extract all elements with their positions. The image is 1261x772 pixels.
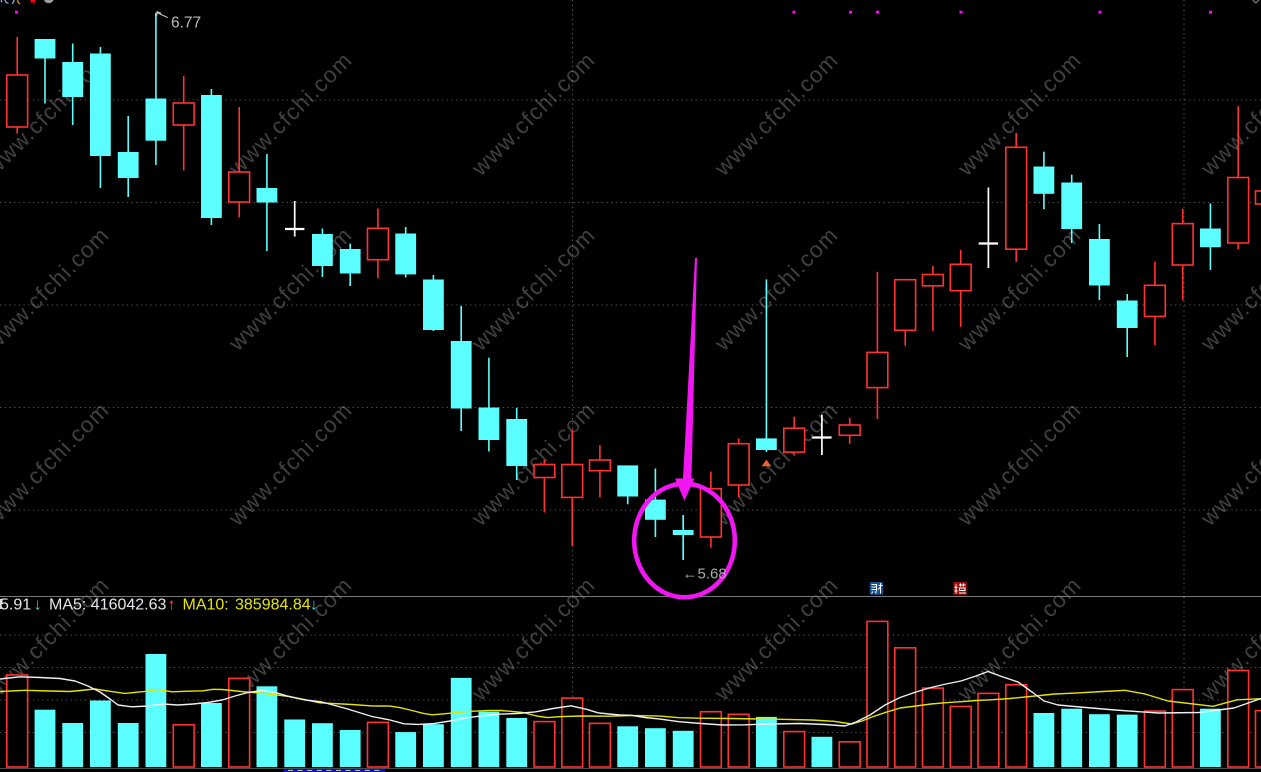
- svg-text:5.91↓MA5: 416042.63↑MA10:38598: 5.91 ↓ MA5: 416042.63↑ MA10: 385984.84↓: [0, 596, 318, 613]
- svg-text:←5.68: ←5.68: [683, 566, 727, 583]
- svg-text:6.77: 6.77: [171, 15, 201, 32]
